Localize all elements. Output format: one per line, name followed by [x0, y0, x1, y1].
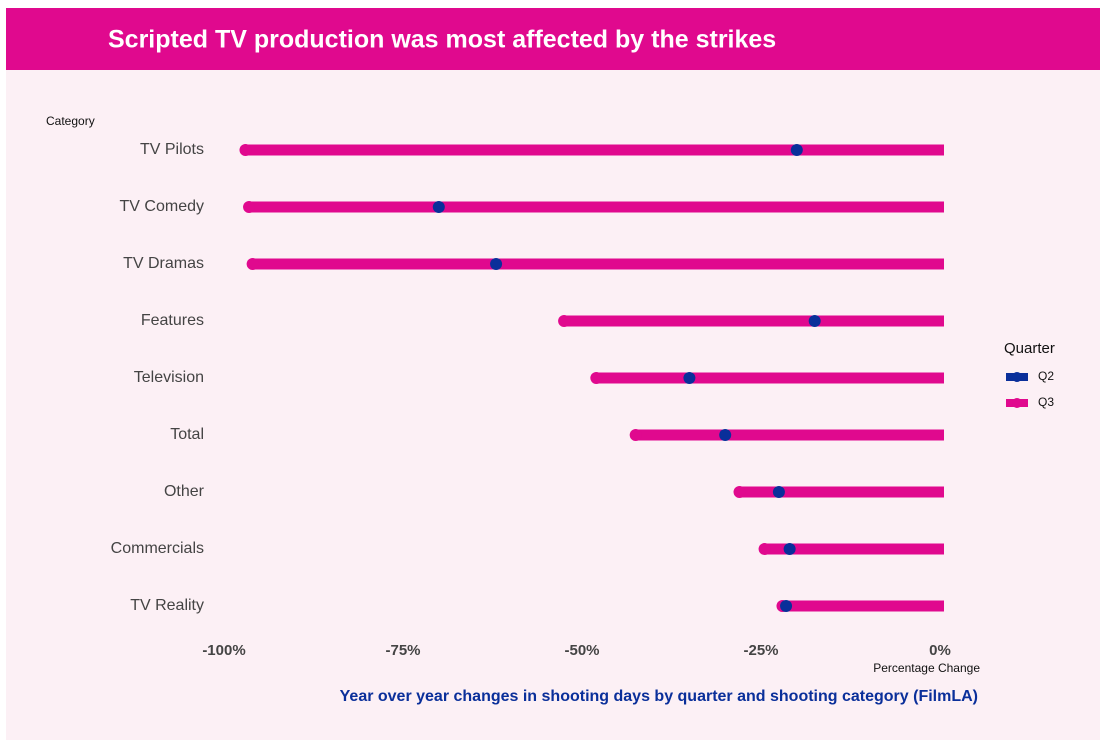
y-tick-label: Commercials: [111, 540, 204, 557]
y-tick-label: TV Dramas: [123, 255, 204, 272]
x-tick-label: -75%: [385, 642, 420, 659]
x-tick-label: -25%: [743, 642, 778, 659]
bar: [739, 486, 944, 498]
bar: [635, 429, 944, 441]
bar: [596, 372, 944, 384]
caption: Year over year changes in shooting days …: [340, 688, 978, 705]
q3-dot: [239, 144, 252, 156]
legend-key-dot: [1012, 372, 1022, 382]
y-tick-label: Features: [141, 312, 204, 329]
bar: [249, 201, 944, 213]
y-tick-label: Total: [170, 426, 204, 443]
bar: [252, 258, 944, 270]
legend-title: Quarter: [1004, 340, 1055, 357]
legend-key-dot: [1012, 398, 1022, 408]
y-tick-label: Other: [164, 483, 205, 500]
x-tick-label: -50%: [564, 642, 599, 659]
q3-dot: [243, 201, 256, 213]
bar: [564, 315, 944, 327]
y-axis-title: Category: [46, 114, 95, 128]
y-tick-label: TV Reality: [130, 597, 204, 614]
header-band: [6, 8, 1100, 70]
bar: [764, 543, 944, 555]
x-tick-label: -100%: [202, 642, 245, 659]
y-tick-label: TV Pilots: [140, 141, 204, 158]
chart-title: Scripted TV production was most affected…: [108, 26, 776, 54]
legend-label: Q2: [1038, 369, 1054, 383]
x-tick-label: 0%: [929, 642, 951, 659]
q2-dot: [780, 600, 793, 612]
q3-dot: [758, 543, 771, 555]
q2-dot: [783, 543, 796, 555]
bar: [782, 600, 944, 612]
y-tick-label: Television: [134, 369, 204, 386]
y-tick-label: TV Comedy: [120, 198, 204, 215]
q3-dot: [590, 372, 603, 384]
q2-dot: [683, 372, 696, 384]
bar: [245, 144, 945, 156]
q2-dot: [808, 315, 821, 327]
q2-dot: [772, 486, 785, 498]
x-axis-title: Percentage Change: [873, 661, 980, 675]
q3-dot: [246, 258, 259, 270]
q3-dot: [733, 486, 746, 498]
q2-dot: [790, 144, 803, 156]
q2-dot: [432, 201, 445, 213]
legend-label: Q3: [1038, 395, 1054, 409]
q2-dot: [719, 429, 732, 441]
q2-dot: [490, 258, 503, 270]
q3-dot: [629, 429, 642, 441]
q3-dot: [558, 315, 571, 327]
